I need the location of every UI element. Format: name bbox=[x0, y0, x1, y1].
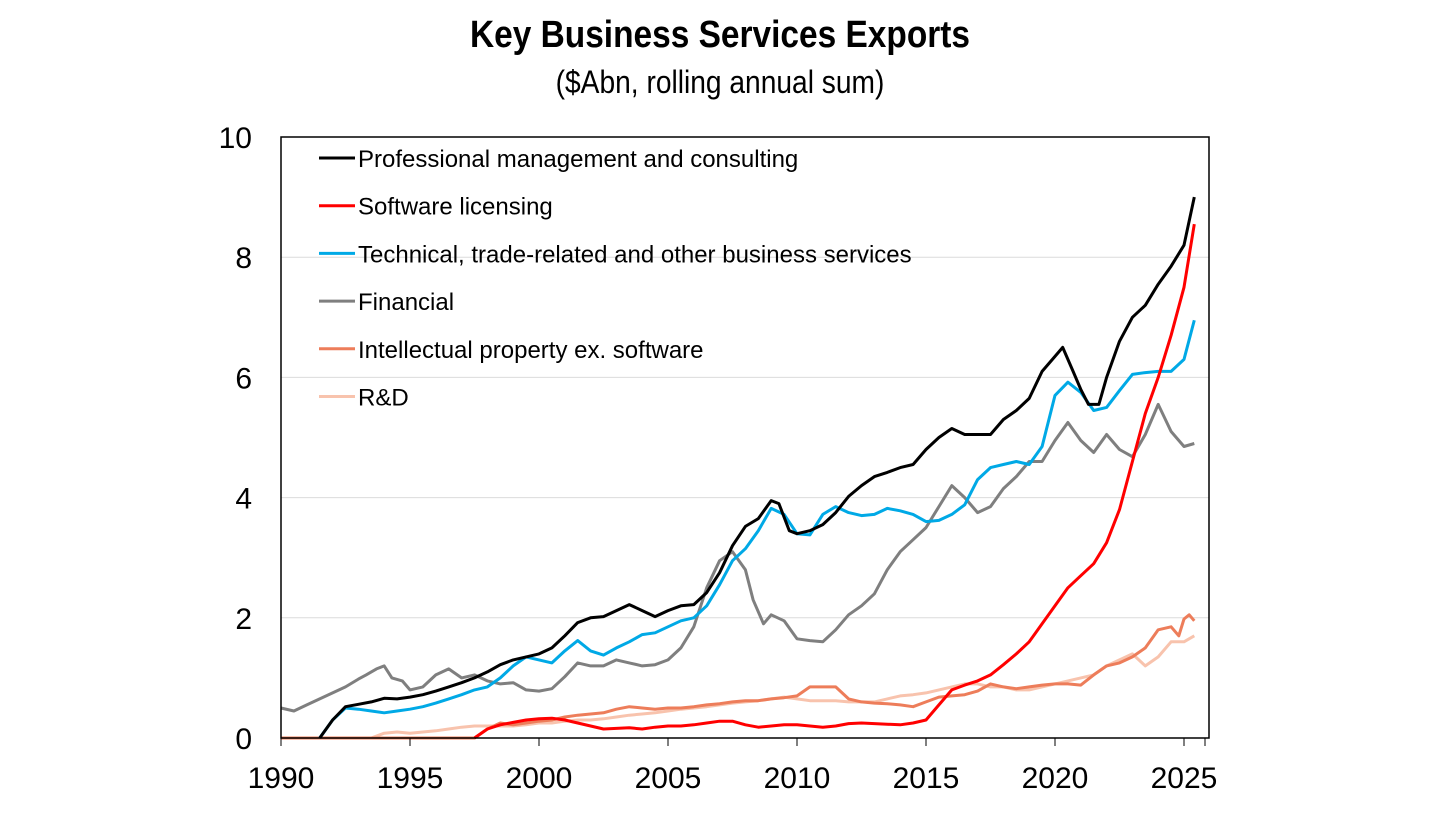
y-tick-label: 2 bbox=[235, 603, 252, 636]
series-line-financial bbox=[280, 402, 1195, 713]
chart-title: Key Business Services Exports bbox=[469, 14, 971, 56]
y-tick-label: 10 bbox=[219, 122, 252, 155]
legend-label: Software licensing bbox=[358, 194, 553, 221]
y-tick-label: 6 bbox=[235, 362, 252, 395]
x-tick-label: 2000 bbox=[506, 762, 573, 795]
y-tick-label: 8 bbox=[235, 242, 252, 275]
legend-label: Financial bbox=[358, 289, 454, 316]
x-tick-label: 2005 bbox=[635, 762, 702, 795]
x-tick-label: 1990 bbox=[248, 762, 315, 795]
series-line-software-licensing bbox=[473, 223, 1196, 740]
x-axis: 1990 1995 2000 2005 2010 2015 2020 2025 bbox=[248, 738, 1218, 795]
series-line-professional-management-and-consulting bbox=[318, 196, 1196, 739]
y-axis: 0 2 4 6 8 10 bbox=[219, 122, 252, 756]
legend: Professional management and consulting So… bbox=[319, 146, 912, 412]
series-line-technical-trade-related-and-other-business-services bbox=[318, 319, 1196, 739]
x-tick-label: 2025 bbox=[1151, 762, 1218, 795]
x-tick-label: 2010 bbox=[764, 762, 831, 795]
legend-label: Professional management and consulting bbox=[358, 146, 798, 173]
x-tick-label: 1995 bbox=[377, 762, 444, 795]
legend-label: Technical, trade-related and other busin… bbox=[358, 241, 912, 268]
series-line-intellectual-property-ex-software bbox=[281, 613, 1196, 740]
y-tick-label: 4 bbox=[235, 483, 252, 516]
x-tick-label: 2020 bbox=[1022, 762, 1089, 795]
chart-subtitle: ($Abn, rolling annual sum) bbox=[555, 64, 885, 100]
series-lines bbox=[280, 196, 1196, 740]
x-tick-label: 2015 bbox=[893, 762, 960, 795]
gridlines bbox=[281, 256, 1209, 619]
y-tick-label: 0 bbox=[235, 723, 252, 756]
legend-label: R&D bbox=[358, 385, 409, 412]
legend-label: Intellectual property ex. software bbox=[358, 337, 704, 364]
plot-frame bbox=[280, 136, 1210, 739]
